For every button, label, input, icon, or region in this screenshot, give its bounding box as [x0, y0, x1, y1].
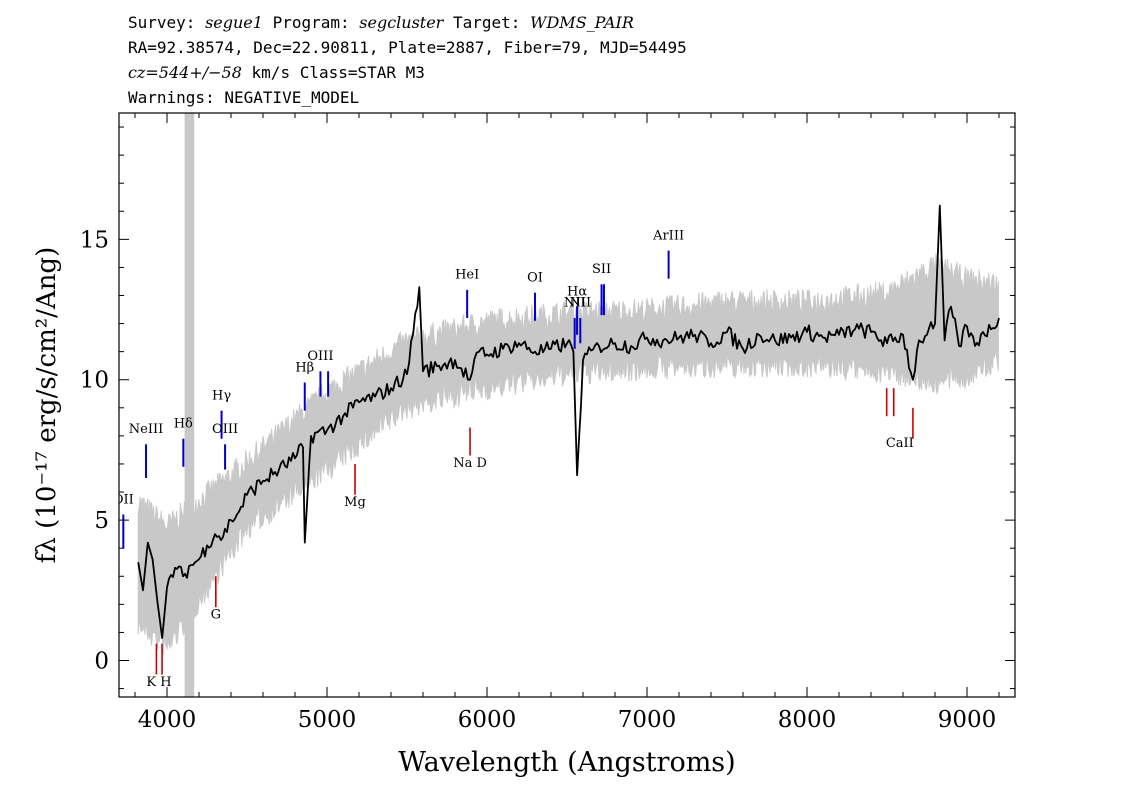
target-label: Target:: [443, 13, 531, 32]
emission-label: OI: [527, 270, 543, 285]
emission-label: NII: [569, 296, 591, 311]
x-tick-label: 6000: [458, 707, 517, 733]
emission-label: OII: [113, 492, 134, 507]
x-tick-label: 9000: [938, 707, 997, 733]
emission-label: NeIII: [129, 422, 163, 437]
absorption-label: CaII: [886, 436, 914, 451]
error-envelope: [137, 253, 999, 657]
emission-label: Hγ: [212, 388, 231, 403]
survey-value: segue1: [205, 13, 263, 32]
absorption-label: Na D: [453, 456, 487, 471]
x-tick-label: 4000: [138, 707, 197, 733]
plot-frame: [118, 112, 1016, 698]
emission-label: Hδ: [174, 416, 193, 431]
class-text: km/s Class=STAR M3: [241, 63, 425, 82]
program-value: segcluster: [359, 13, 444, 32]
header-line-coords: RA=92.38574, Dec=22.90811, Plate=2887, F…: [128, 38, 687, 57]
emission-label: ArIII: [652, 228, 684, 243]
emission-label: Hβ: [295, 360, 314, 375]
target-value: WDMS_PAIR: [530, 13, 634, 32]
cz-value: cz=544+/−58: [128, 63, 242, 82]
header-line-class: cz=544+/−58 km/s Class=STAR M3: [128, 63, 425, 82]
masked-band: [184, 113, 195, 697]
emission-label: NII: [564, 296, 586, 311]
emission-label: OIII: [307, 349, 333, 364]
y-tick-label: 5: [94, 508, 109, 534]
emission-label: SII: [592, 262, 611, 277]
y-tick-label: 0: [94, 649, 109, 675]
x-tick-label: 7000: [618, 707, 677, 733]
emission-label: HeI: [455, 268, 479, 283]
y-tick-label: 10: [80, 368, 109, 394]
header-line-warnings: Warnings: NEGATIVE_MODEL: [128, 88, 360, 107]
emission-label: Hα: [567, 285, 587, 300]
emission-label: OIII: [212, 422, 238, 437]
x-tick-label: 5000: [298, 707, 357, 733]
y-tick-label: 15: [80, 227, 109, 253]
header-line-survey: Survey: segue1 Program: segcluster Targe…: [128, 13, 634, 32]
y-axis-label: fλ (10⁻¹⁷ erg/s/cm²/Ang): [32, 247, 62, 563]
absorption-label: K H: [146, 675, 171, 690]
flux-line: [137, 204, 1000, 639]
absorption-label: G: [211, 607, 221, 622]
survey-label: Survey:: [128, 13, 206, 32]
x-axis-label: Wavelength (Angstroms): [398, 747, 735, 778]
program-label: Program:: [262, 13, 360, 32]
absorption-label: Mg: [344, 495, 366, 510]
x-tick-label: 8000: [778, 707, 837, 733]
